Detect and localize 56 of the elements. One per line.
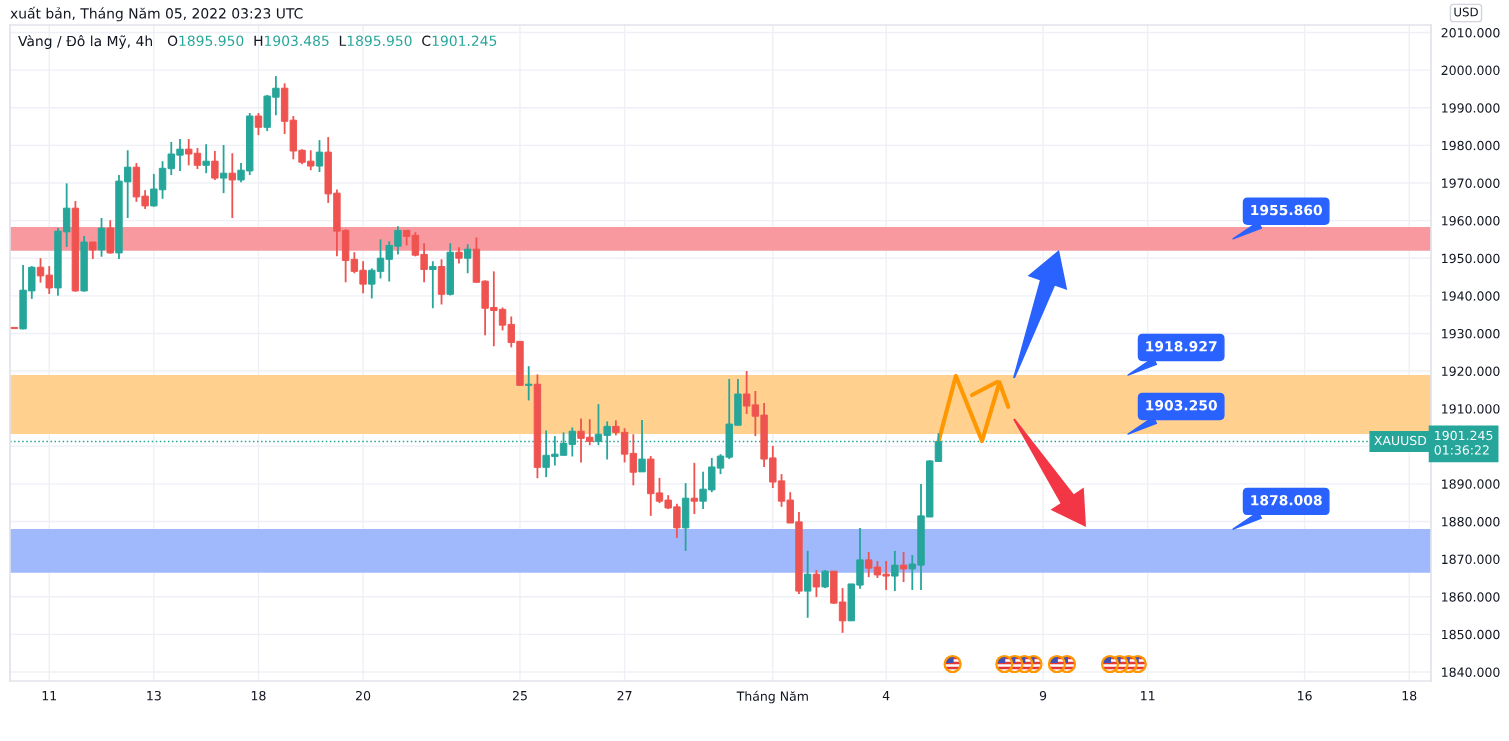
y-tick-label: 1920.000: [1442, 366, 1500, 376]
y-tick-label: 1980.000: [1442, 140, 1500, 151]
ref-line-label: XAUUSD: [1374, 435, 1427, 446]
x-tick-label: 18: [251, 690, 266, 701]
x-tick-label: 11: [42, 691, 57, 701]
candlestick: [524, 365, 533, 402]
candlestick: [211, 150, 219, 181]
x-tick-label: 16: [1298, 690, 1312, 701]
candlestick: [690, 461, 699, 515]
x-tick-label: Tháng Năm: [736, 690, 808, 704]
y-tick-label: 1880.000: [1442, 516, 1500, 527]
x-tick-label: 20: [356, 690, 371, 701]
y-tick-label: 1940.000: [1442, 291, 1500, 301]
annotation: 1878.008: [1251, 494, 1322, 506]
candlestick: [463, 243, 472, 275]
text: Vàng / Đô la Mỹ, 4h: [18, 35, 153, 49]
y-tick-label: 1890.000: [1442, 479, 1500, 489]
candlestick: [803, 549, 812, 619]
y-tick-label: 1960.000: [1442, 216, 1500, 226]
y-tick-label: 1970.000: [1442, 178, 1500, 188]
y-tick-label: 1860.000: [1442, 592, 1500, 602]
x-tick-label: 27: [617, 690, 632, 701]
y-tick-label: 2000.000: [1441, 65, 1500, 76]
x-tick-label: 18: [1402, 690, 1417, 701]
candlestick: [202, 143, 210, 175]
x-tick-label: 25: [512, 690, 527, 701]
x-tick-label: 11: [1141, 691, 1155, 701]
text: O1895.950 H1903.485 L1895.950 C1901.245: [167, 35, 497, 47]
candlestick: [228, 152, 237, 219]
y-tick-label: 1910.000: [1442, 404, 1500, 414]
x-tick-label: 9: [1039, 690, 1047, 701]
candlestick: [891, 549, 899, 593]
y-tick-label: 1930.000: [1442, 328, 1500, 339]
annotation: 1918.927: [1146, 341, 1217, 352]
x-tick-label: 4: [882, 691, 890, 701]
x-tick-label: 13: [147, 690, 161, 701]
text: xuất bản, Tháng Năm 05, 2022 03:23 UTC: [10, 6, 303, 22]
text: 1901.245: [1435, 430, 1493, 441]
y-tick-label: 1950.000: [1442, 253, 1500, 264]
annotation: 1903.250: [1146, 400, 1217, 411]
y-tick-label: 1870.000: [1442, 554, 1500, 565]
candlestick: [219, 144, 228, 195]
text: 01:36:22: [1434, 445, 1489, 455]
y-tick-label: 2010.000: [1441, 27, 1500, 38]
candlestick: [638, 419, 646, 473]
candlestick: [254, 112, 263, 137]
y-axis-title: USD: [1454, 7, 1478, 17]
candlestick: [97, 217, 106, 258]
candlestick: [315, 139, 324, 173]
candlestick: [429, 260, 437, 310]
candlestick: [899, 551, 908, 583]
band-label: 1955.860: [1251, 204, 1322, 216]
y-tick-label: 1990.000: [1442, 103, 1500, 113]
y-tick-label: 1850.000: [1442, 629, 1500, 640]
y-tick-label: 1840.000: [1442, 667, 1500, 677]
candlestick: [812, 569, 821, 599]
